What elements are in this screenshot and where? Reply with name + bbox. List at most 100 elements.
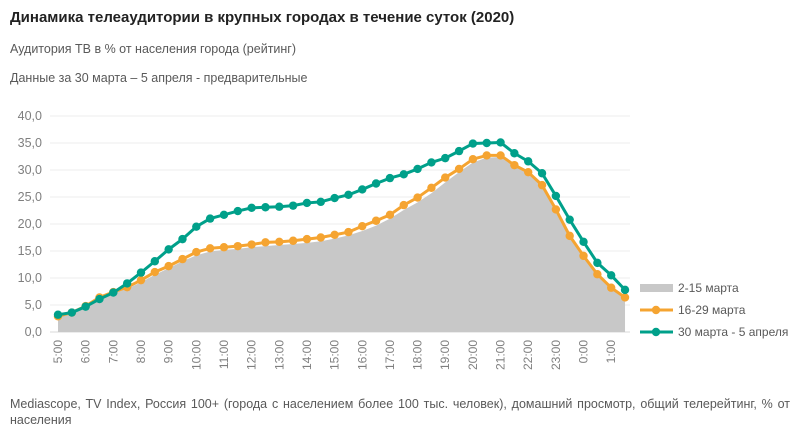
x-tick-label: 11:00 xyxy=(217,340,231,369)
data-point xyxy=(524,167,533,177)
data-point xyxy=(454,146,464,156)
data-point xyxy=(510,149,519,158)
data-point xyxy=(95,294,104,304)
data-point xyxy=(233,241,242,251)
x-tick-label: 0:00 xyxy=(577,340,591,364)
data-point xyxy=(441,153,450,163)
data-point xyxy=(53,310,63,319)
x-tick-label: 14:00 xyxy=(300,340,314,370)
data-point xyxy=(192,247,201,257)
x-tick-label: 5:00 xyxy=(51,340,65,364)
data-point xyxy=(81,302,90,311)
data-point xyxy=(427,183,436,193)
x-tick-label: 7:00 xyxy=(106,340,120,364)
data-point xyxy=(122,279,132,288)
y-tick-label: 10,0 xyxy=(18,271,42,285)
data-point xyxy=(385,210,395,220)
data-point xyxy=(620,285,630,295)
data-point xyxy=(247,240,256,249)
data-point xyxy=(178,254,187,264)
data-point xyxy=(399,170,408,179)
data-point xyxy=(358,185,367,194)
x-tick-label: 6:00 xyxy=(79,340,93,364)
legend-label: 16-29 марта xyxy=(678,303,746,317)
data-point xyxy=(496,138,505,147)
data-point xyxy=(427,158,436,167)
data-point xyxy=(482,138,491,148)
y-tick-label: 0,0 xyxy=(25,325,42,339)
data-point xyxy=(593,270,602,279)
data-point xyxy=(219,243,229,252)
x-tick-label: 18:00 xyxy=(411,340,425,370)
x-tick-label: 20:00 xyxy=(466,340,480,370)
chart-subtitle: Аудитория ТВ в % от населения города (ре… xyxy=(10,42,297,56)
data-point xyxy=(261,238,270,247)
x-tick-label: 8:00 xyxy=(134,340,148,364)
legend-marker xyxy=(651,327,661,337)
data-point xyxy=(358,221,367,231)
legend-swatch xyxy=(640,284,673,292)
data-point xyxy=(330,230,339,239)
data-point xyxy=(620,293,630,302)
x-tick-label: 23:00 xyxy=(549,340,563,370)
data-point xyxy=(579,237,588,247)
x-tick-label: 21:00 xyxy=(494,340,508,370)
x-tick-label: 16:00 xyxy=(355,340,369,370)
x-tick-label: 15:00 xyxy=(328,340,342,370)
y-tick-label: 20,0 xyxy=(18,217,42,231)
data-point xyxy=(371,216,381,225)
data-point xyxy=(192,222,201,231)
data-point xyxy=(468,155,478,164)
data-point xyxy=(468,139,478,148)
data-point xyxy=(565,231,574,241)
data-point xyxy=(205,244,215,253)
data-point xyxy=(233,206,242,216)
x-tick-label: 12:00 xyxy=(245,340,259,370)
data-point xyxy=(261,203,270,212)
data-point xyxy=(482,151,491,160)
data-point xyxy=(288,201,298,210)
data-point xyxy=(136,268,146,277)
data-point xyxy=(454,164,464,174)
legend-marker xyxy=(651,305,661,315)
data-point xyxy=(316,197,325,207)
y-tick-label: 30,0 xyxy=(18,163,42,177)
data-point xyxy=(579,251,588,261)
data-point xyxy=(67,308,77,317)
data-point xyxy=(524,157,533,166)
data-point xyxy=(302,234,312,244)
x-tick-label: 19:00 xyxy=(438,340,452,370)
data-point xyxy=(316,233,325,242)
data-point xyxy=(150,267,160,277)
x-tick-label: 10:00 xyxy=(189,340,203,370)
data-point xyxy=(344,190,353,200)
data-point xyxy=(399,200,408,210)
data-point xyxy=(510,160,519,170)
x-tick-label: 22:00 xyxy=(521,340,535,370)
data-point xyxy=(607,283,616,292)
data-point xyxy=(551,205,561,214)
data-point xyxy=(593,258,602,268)
data-point xyxy=(205,214,215,223)
data-point xyxy=(441,173,450,182)
data-point xyxy=(288,236,298,245)
data-point xyxy=(385,173,395,183)
data-point xyxy=(344,227,353,237)
data-point xyxy=(496,151,505,160)
x-tick-label: 1:00 xyxy=(604,340,618,364)
chart-note: Данные за 30 марта – 5 апреля - предвари… xyxy=(10,71,308,85)
data-point xyxy=(164,245,173,254)
data-point xyxy=(275,202,284,211)
y-tick-label: 35,0 xyxy=(18,136,42,150)
data-point xyxy=(150,257,160,266)
data-point xyxy=(537,180,547,190)
data-point xyxy=(164,261,173,271)
data-point xyxy=(551,191,561,201)
data-point xyxy=(330,193,339,203)
data-point xyxy=(178,234,187,244)
x-tick-label: 17:00 xyxy=(383,340,397,370)
area-series xyxy=(58,157,626,332)
data-point xyxy=(247,203,256,212)
legend-label: 30 марта - 5 апреля xyxy=(678,325,788,339)
x-tick-label: 9:00 xyxy=(162,340,176,364)
